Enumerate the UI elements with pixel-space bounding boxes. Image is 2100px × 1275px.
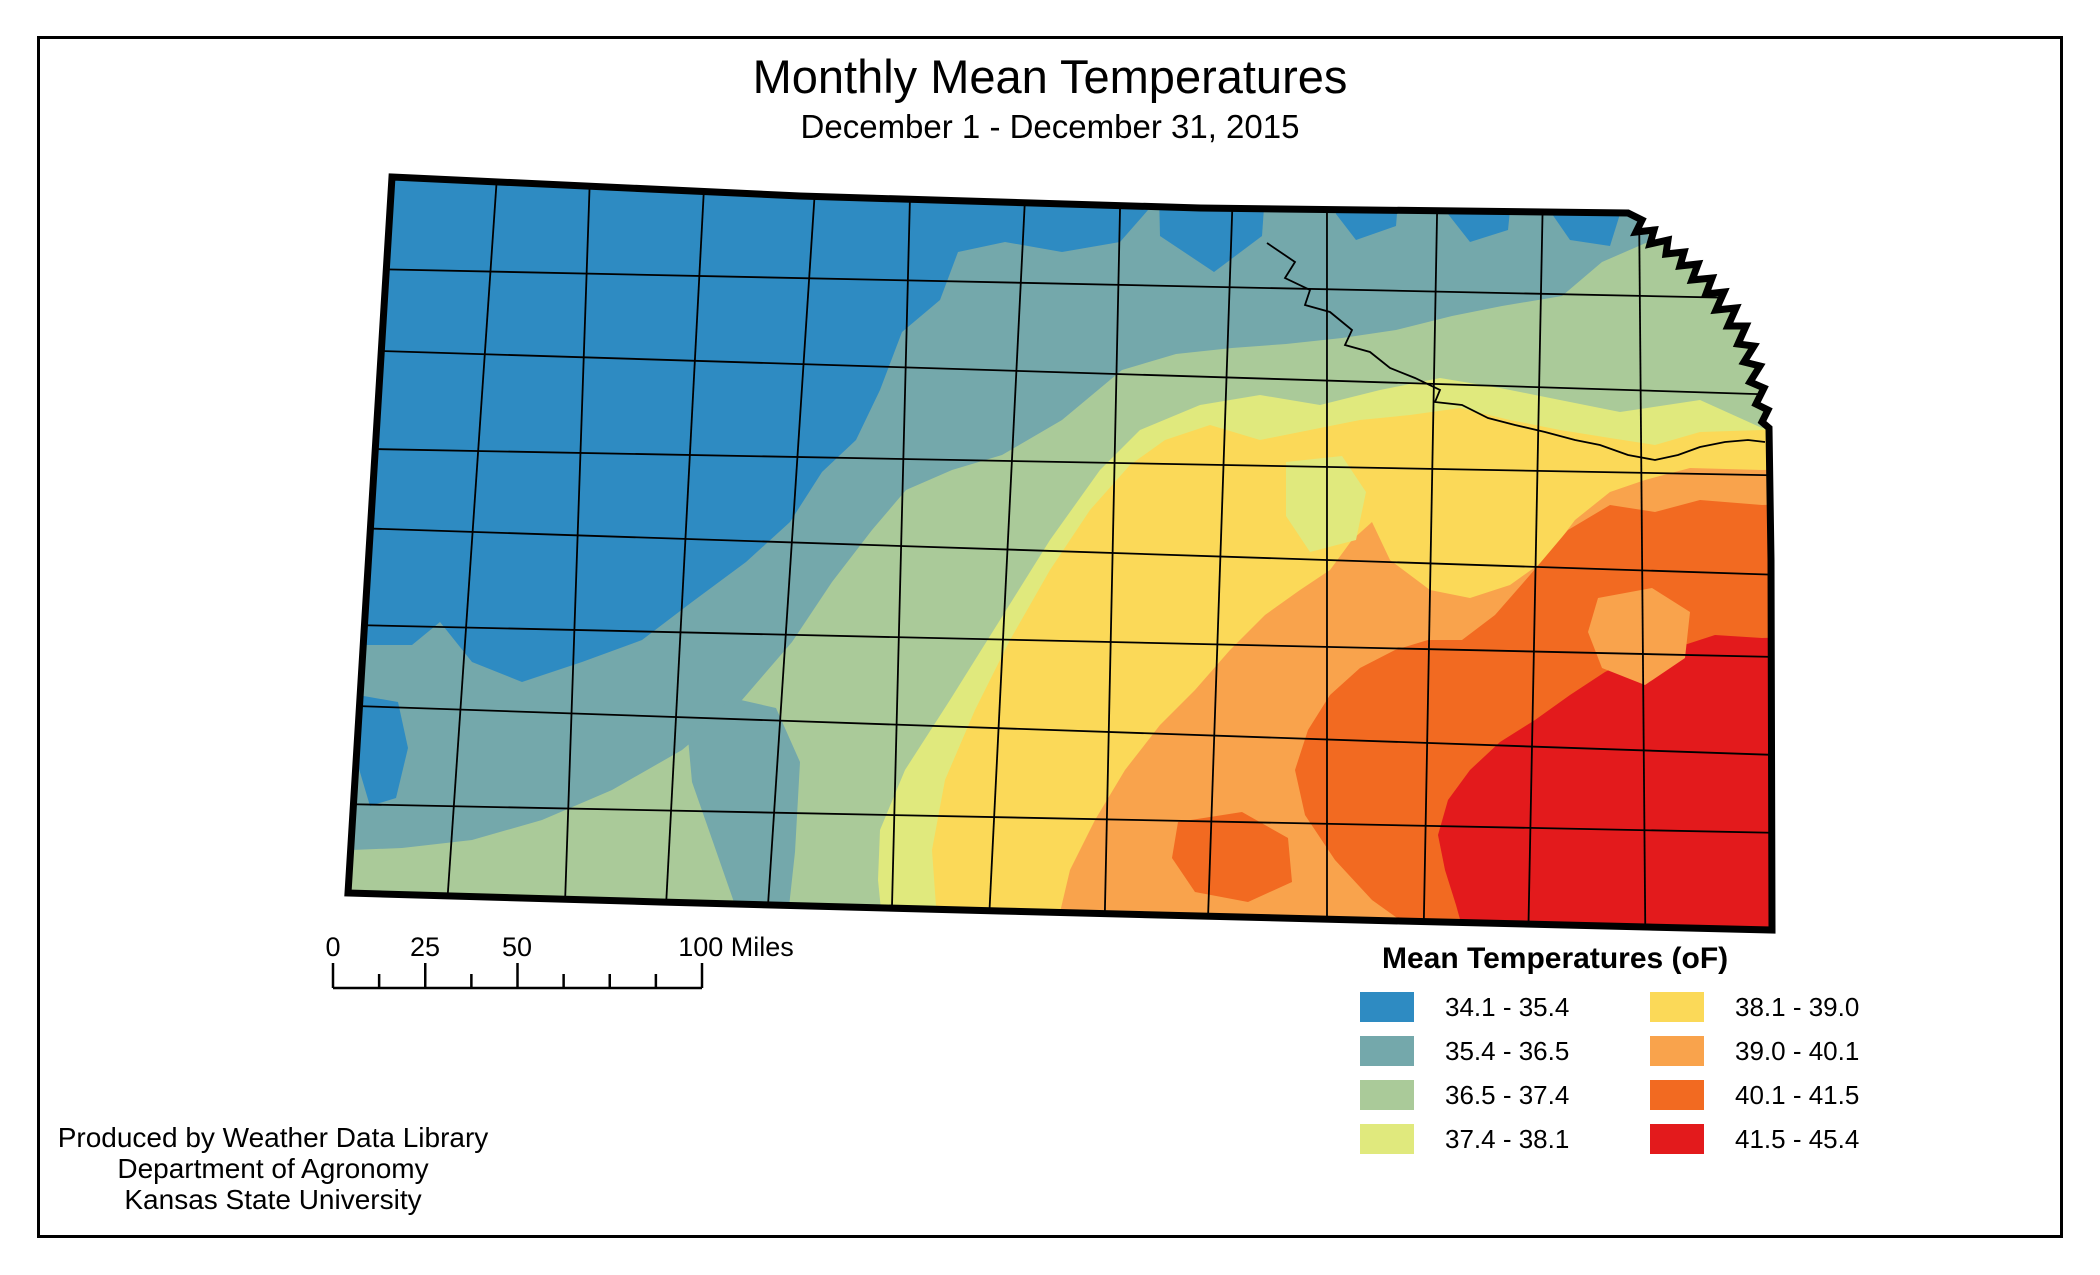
credit-line: Kansas State University [124, 1184, 422, 1215]
scale-label-0: 0 [325, 932, 340, 962]
county-boundaries [353, 179, 1772, 927]
legend-swatch [1650, 992, 1704, 1022]
legend-swatch [1360, 1036, 1414, 1066]
legend-range-label: 35.4 - 36.5 [1445, 1035, 1570, 1066]
pocket-orange-in-darkorange [1588, 588, 1690, 685]
title-block: Monthly Mean Temperatures December 1 - D… [0, 50, 2100, 146]
legend-item: 40.1 - 41.5 [1650, 1080, 1859, 1110]
legend-range-label: 41.5 - 45.4 [1735, 1123, 1860, 1154]
band-34-1-35-4-west-finger [354, 695, 408, 806]
legend-range-label: 34.1 - 35.4 [1445, 991, 1570, 1022]
legend-range-label: 36.5 - 37.4 [1445, 1079, 1570, 1110]
legend-item: 38.1 - 39.0 [1650, 992, 1859, 1022]
scale-label-100-miles: 100 Miles [678, 932, 794, 962]
legend-swatch [1650, 1080, 1704, 1110]
credits-block: Produced by Weather Data Library Departm… [40, 1122, 506, 1215]
legend-column-warm: 38.1 - 39.0 39.0 - 40.1 40.1 - 41.5 41.5 - … [1650, 992, 1859, 1168]
state-border [344, 173, 1776, 934]
legend-item: 35.4 - 36.5 [1360, 1036, 1569, 1066]
legend-item: 37.4 - 38.1 [1360, 1124, 1569, 1154]
pocket-teal-tongue-south [688, 698, 800, 916]
scale-label-50: 50 [502, 932, 532, 962]
pocket-yellowgreen-in-yellow [1286, 456, 1366, 552]
legend-swatch [1650, 1124, 1704, 1154]
credit-line: Department of Agronomy [117, 1153, 429, 1184]
band-34-1-35-4-northwest [348, 177, 1150, 682]
page-title: Monthly Mean Temperatures [752, 50, 1348, 103]
legend-swatch [1360, 1124, 1414, 1154]
legend-item: 34.1 - 35.4 [1360, 992, 1569, 1022]
page-border-frame [37, 36, 2063, 1238]
credit-line: Produced by Weather Data Library [57, 1122, 489, 1153]
pocket-darkorange-in-orange [1172, 812, 1292, 902]
temperature-bands [348, 177, 1772, 930]
legend-column-cool: 34.1 - 35.4 35.4 - 36.5 36.5 - 37.4 37.4 - … [1360, 992, 1569, 1168]
scale-bar-ticks [331, 963, 704, 990]
legend-swatch [1650, 1036, 1704, 1066]
legend-range-label: 40.1 - 41.5 [1735, 1079, 1860, 1110]
legend-item: 41.5 - 45.4 [1650, 1124, 1859, 1154]
legend-title: Mean Temperatures (oF) [1382, 942, 1729, 975]
legend-columns: 34.1 - 35.4 35.4 - 36.5 36.5 - 37.4 37.4 - … [1348, 992, 1859, 1182]
legend-item: 36.5 - 37.4 [1360, 1080, 1569, 1110]
page-subtitle: December 1 - December 31, 2015 [800, 108, 1300, 146]
scale-label-25: 25 [410, 932, 440, 962]
legend-range-label: 37.4 - 38.1 [1445, 1123, 1570, 1154]
legend-swatch [1360, 1080, 1414, 1110]
kansas-river-line [1266, 242, 1766, 461]
map-legend: Mean Temperatures (oF) 34.1 - 35.4 35.4 -… [1348, 942, 1859, 1182]
legend-range-label: 39.0 - 40.1 [1735, 1035, 1860, 1066]
legend-range-label: 38.1 - 39.0 [1735, 991, 1860, 1022]
legend-swatch [1360, 992, 1414, 1022]
legend-item: 39.0 - 40.1 [1650, 1036, 1859, 1066]
